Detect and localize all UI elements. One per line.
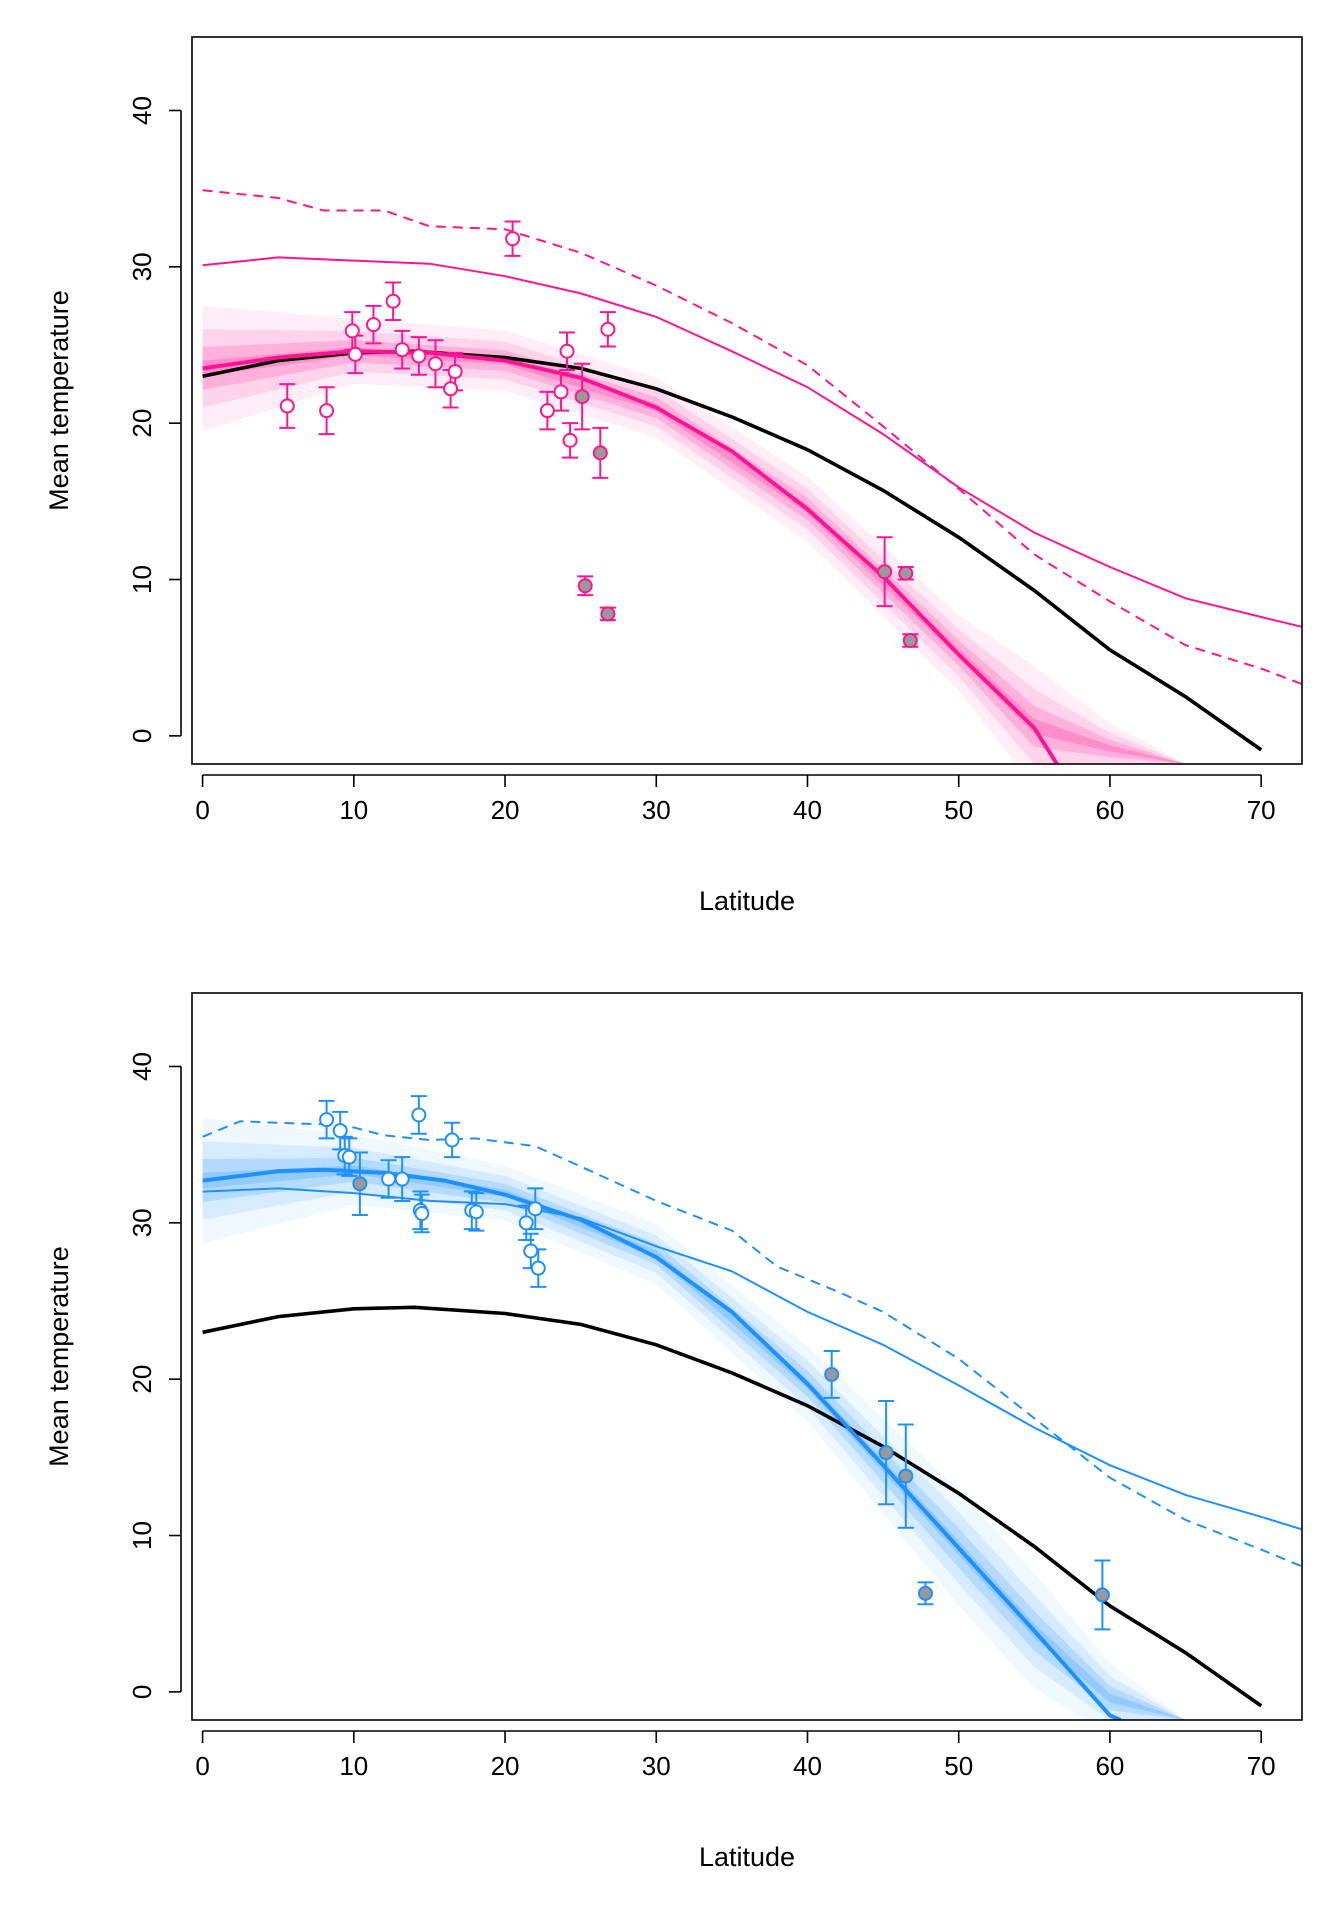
data-point-open	[600, 321, 616, 337]
uncertainty-band-layer	[202, 1141, 1186, 1720]
y-axis-title: Mean temperature	[44, 1246, 74, 1467]
data-point-open	[319, 1112, 335, 1128]
y-tick-label: 10	[127, 1521, 157, 1550]
x-axis-title: Latitude	[699, 1842, 795, 1872]
data-point-open	[447, 364, 463, 380]
x-tick-label: 0	[195, 795, 209, 825]
data-point-filled	[352, 1176, 368, 1192]
data-point-open	[553, 384, 569, 400]
x-tick-label: 70	[1247, 1751, 1276, 1781]
data-point-filled	[917, 1585, 933, 1601]
uncertainty-band-layer	[202, 305, 1186, 764]
data-point-open	[443, 381, 459, 397]
x-axis: 0 10 20 30 40 50 60 70 Latitude	[195, 1730, 1276, 1872]
data-point-open	[527, 1201, 543, 1217]
reference-curve	[202, 1305, 1263, 1708]
data-point-filled	[878, 1445, 894, 1461]
data-point-open	[411, 348, 427, 364]
data-point-open	[341, 1149, 357, 1165]
data-point-filled	[898, 565, 914, 581]
x-tick-label: 30	[642, 795, 671, 825]
uncertainty-band-layer	[202, 340, 1186, 764]
y-axis-title: Mean temperature	[44, 290, 74, 511]
x-axis-title: Latitude	[699, 886, 795, 916]
plot-area	[202, 1095, 1302, 1720]
data-point-open	[559, 343, 575, 359]
solid-line	[202, 256, 1302, 628]
data-point-filled	[577, 578, 593, 594]
y-tick-label: 0	[127, 729, 157, 743]
data-point-open	[279, 398, 295, 414]
x-tick-label: 50	[944, 795, 973, 825]
data-point-open	[427, 356, 443, 372]
data-point-open	[381, 1171, 397, 1187]
x-tick-label: 50	[944, 1751, 973, 1781]
data-point-open	[411, 1107, 427, 1123]
y-tick-label: 10	[127, 565, 157, 594]
data-point-open	[523, 1243, 539, 1259]
data-point-open	[394, 342, 410, 358]
y-tick-label: 40	[127, 1052, 157, 1081]
x-tick-label: 10	[339, 1751, 368, 1781]
data-point-filled	[600, 606, 616, 622]
data-point-open	[365, 317, 381, 333]
uncertainty-band-layer	[202, 329, 1186, 764]
x-tick-label: 40	[793, 795, 822, 825]
x-tick-label: 60	[1095, 1751, 1124, 1781]
data-point-filled	[877, 564, 893, 580]
plot-area	[202, 189, 1302, 764]
chart-panel-2: 0 10 20 30 40 50 60 70 Latitude 0 10 20 30 40 Mean tem…	[44, 992, 1303, 1872]
y-tick-label: 20	[127, 409, 157, 438]
data-point-open	[319, 403, 335, 419]
y-tick-label: 30	[127, 1208, 157, 1237]
reference-curve	[202, 349, 1263, 752]
x-tick-label: 40	[793, 1751, 822, 1781]
data-point-open	[414, 1205, 430, 1221]
x-tick-label: 30	[642, 1751, 671, 1781]
data-point-open	[562, 432, 578, 448]
data-point-open	[347, 346, 363, 362]
data-point-open	[444, 1132, 460, 1148]
y-tick-label: 30	[127, 252, 157, 281]
x-tick-label: 70	[1247, 795, 1276, 825]
x-tick-label: 20	[491, 1751, 520, 1781]
x-tick-label: 10	[339, 795, 368, 825]
data-point-filled	[1094, 1587, 1110, 1603]
data-point-open	[385, 293, 401, 309]
plot-frame	[191, 36, 1303, 765]
chart-panel-1: 0 10 20 30 40 50 60 70 Latitude 0 10 20 30 40 Mean tem…	[44, 36, 1303, 916]
data-point-filled	[898, 1468, 914, 1484]
data-point-filled	[902, 632, 918, 648]
data-point-open	[505, 231, 521, 247]
data-point-open	[394, 1171, 410, 1187]
y-axis: 0 10 20 30 40 Mean temperature	[44, 96, 182, 743]
data-point-open	[332, 1123, 348, 1139]
data-point-open	[518, 1215, 534, 1231]
data-point-open	[468, 1204, 484, 1220]
data-point-filled	[592, 445, 608, 461]
plot-frame	[191, 992, 1303, 1721]
data-point-open	[539, 403, 555, 419]
uncertainty-band-layer	[202, 1157, 1186, 1720]
uncertainty-band-layer	[202, 1118, 1186, 1720]
y-tick-label: 20	[127, 1365, 157, 1394]
y-tick-label: 0	[127, 1685, 157, 1699]
y-tick-label: 40	[127, 96, 157, 125]
x-axis: 0 10 20 30 40 50 60 70 Latitude	[195, 774, 1276, 916]
data-point-filled	[574, 389, 590, 405]
data-point-open	[344, 323, 360, 339]
x-tick-label: 20	[491, 795, 520, 825]
data-point-open	[530, 1260, 546, 1276]
data-point-filled	[824, 1366, 840, 1382]
dashed-line	[202, 189, 1302, 686]
x-tick-label: 0	[195, 1751, 209, 1781]
dashed-line	[202, 1120, 1302, 1568]
y-axis: 0 10 20 30 40 Mean temperature	[44, 1052, 182, 1699]
x-tick-label: 60	[1095, 795, 1124, 825]
